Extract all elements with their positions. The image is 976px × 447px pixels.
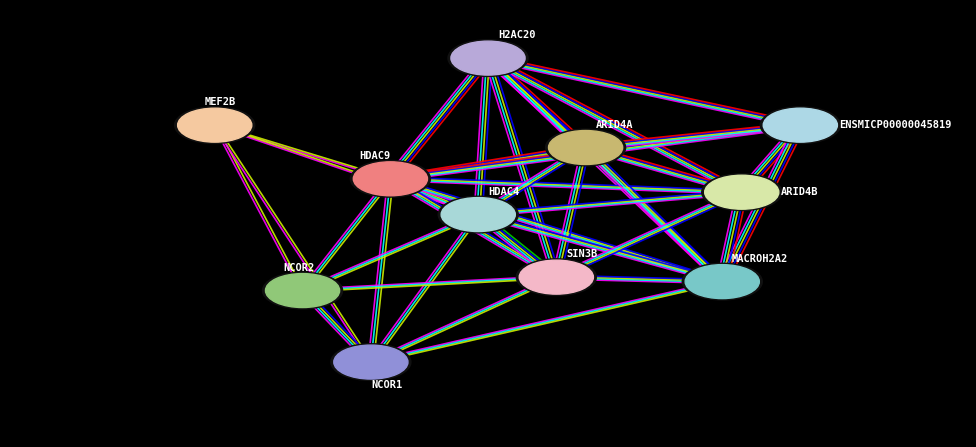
Circle shape [350, 353, 391, 371]
Text: ENSMICP00000045819: ENSMICP00000045819 [839, 120, 952, 130]
Circle shape [705, 175, 779, 209]
Circle shape [549, 131, 623, 164]
Circle shape [468, 49, 508, 67]
Circle shape [265, 274, 340, 308]
Circle shape [702, 272, 743, 291]
Text: HDAC4: HDAC4 [488, 187, 519, 197]
Circle shape [685, 265, 759, 299]
Circle shape [682, 263, 762, 300]
Circle shape [721, 183, 762, 202]
Circle shape [546, 129, 626, 166]
Text: NCOR1: NCOR1 [371, 380, 402, 390]
Circle shape [760, 107, 840, 143]
Circle shape [516, 259, 596, 295]
Circle shape [519, 260, 593, 294]
Text: MEF2B: MEF2B [205, 97, 236, 107]
Circle shape [780, 116, 821, 135]
Circle shape [763, 108, 837, 142]
Circle shape [441, 198, 515, 232]
Circle shape [263, 272, 343, 309]
Circle shape [370, 169, 411, 188]
Text: NCOR2: NCOR2 [283, 263, 314, 273]
Circle shape [451, 41, 525, 75]
Circle shape [458, 205, 499, 224]
Text: HDAC9: HDAC9 [359, 151, 390, 161]
Text: MACROH2A2: MACROH2A2 [732, 254, 789, 264]
Circle shape [438, 196, 518, 233]
Circle shape [565, 138, 606, 157]
Circle shape [175, 107, 255, 143]
Text: H2AC20: H2AC20 [498, 30, 535, 40]
Circle shape [178, 108, 252, 142]
Circle shape [331, 344, 411, 380]
Text: ARID4B: ARID4B [781, 187, 818, 197]
Circle shape [353, 162, 427, 196]
Circle shape [536, 268, 577, 287]
Circle shape [282, 281, 323, 300]
Circle shape [448, 40, 528, 76]
Text: SIN3B: SIN3B [566, 249, 597, 259]
Circle shape [194, 116, 235, 135]
Text: ARID4A: ARID4A [595, 120, 632, 130]
Circle shape [702, 174, 782, 211]
Circle shape [350, 160, 430, 197]
Circle shape [334, 345, 408, 379]
